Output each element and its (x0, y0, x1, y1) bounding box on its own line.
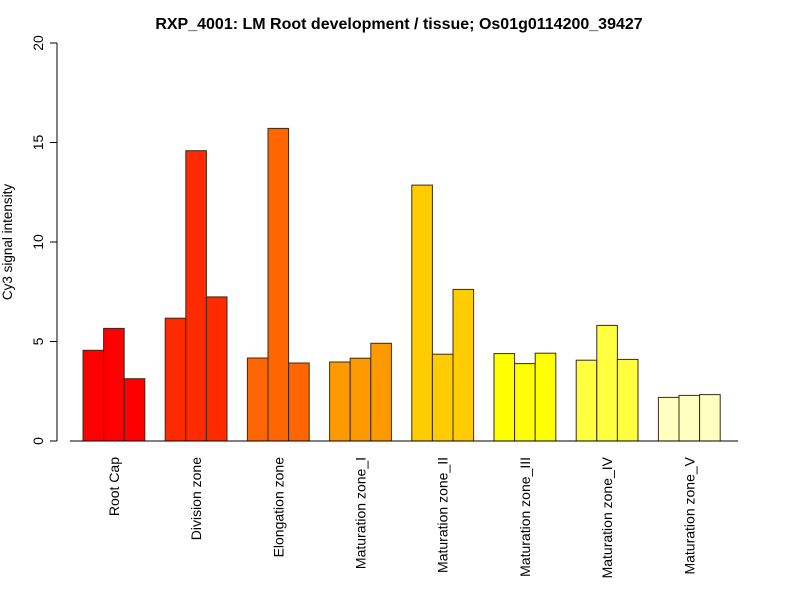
bar (575, 359, 598, 442)
category-labels: Root Cap Division zone Elongation zone Matu… (106, 456, 697, 578)
chart-title: RXP_4001: LM Root development / tissue; … (155, 16, 642, 33)
bar (514, 363, 536, 442)
bar (185, 150, 207, 442)
bar (288, 362, 310, 442)
bar (329, 361, 351, 442)
bar (164, 317, 187, 442)
bar (205, 296, 228, 442)
y-tick-label: 5 (30, 337, 46, 345)
bar (657, 396, 680, 442)
bar (267, 127, 290, 442)
y-axis-label: Cy3 signal intensity (0, 184, 15, 301)
bar (493, 353, 516, 442)
bar (123, 378, 146, 442)
bar (699, 394, 721, 442)
bar (678, 394, 701, 442)
bar (431, 353, 454, 442)
bar (349, 357, 372, 442)
bar (82, 349, 105, 442)
x-tick-label: Maturation zone_III (517, 457, 533, 577)
y-axis: 0 5 10 15 20 (30, 35, 58, 445)
y-tick-label: 20 (30, 35, 46, 51)
bar (103, 327, 125, 442)
bars (82, 127, 721, 442)
bar (616, 358, 639, 442)
x-tick-label: Maturation zone_IV (599, 456, 615, 578)
x-tick-label: Elongation zone (270, 457, 286, 558)
x-tick-label: Root Cap (106, 457, 122, 516)
y-tick-label: 10 (30, 234, 46, 250)
bar (370, 342, 392, 442)
bar (452, 288, 475, 442)
bar (411, 184, 433, 442)
x-tick-label: Maturation zone_V (681, 456, 697, 574)
x-tick-label: Maturation zone_II (435, 457, 451, 573)
y-tick-label: 15 (30, 135, 46, 151)
x-tick-label: Maturation zone_I (353, 457, 369, 569)
bar (534, 352, 557, 442)
bar (596, 324, 618, 442)
bar (246, 357, 269, 442)
x-tick-label: Division zone (188, 457, 204, 540)
y-tick-label: 0 (30, 437, 46, 445)
